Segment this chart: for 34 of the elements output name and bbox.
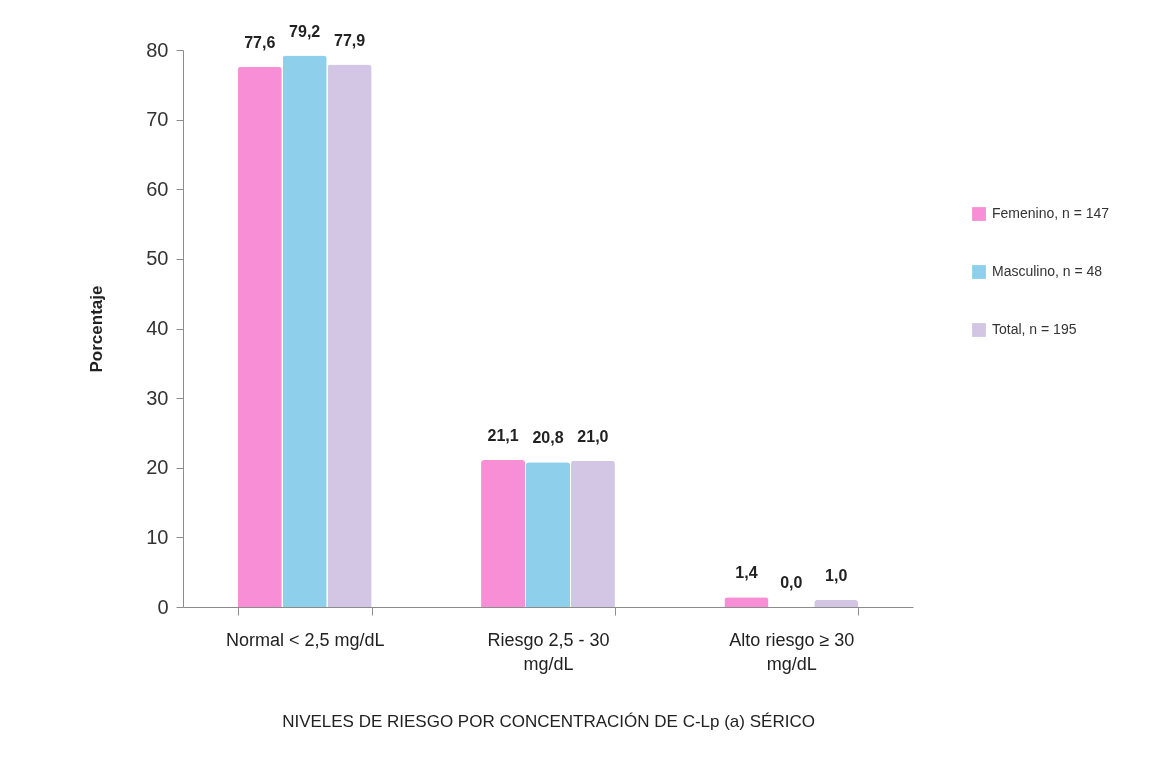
y-tick-label: 10 — [146, 525, 169, 548]
data-label: 77,9 — [334, 31, 366, 49]
data-label: 0,0 — [780, 574, 803, 591]
bar — [327, 64, 372, 607]
y-tick-label: 40 — [146, 317, 169, 339]
data-label: 21,1 — [487, 427, 519, 445]
y-tick-label: 30 — [146, 386, 169, 409]
y-tick-label: 80 — [146, 38, 169, 61]
x-tick-label: Riesgo 2,5 - 30 mg/dL — [487, 629, 610, 674]
data-label: 79,2 — [289, 22, 321, 40]
data-label: 1,4 — [735, 564, 758, 582]
y-tick-label: 60 — [146, 177, 169, 200]
y-tick-label: 70 — [146, 108, 169, 131]
bar — [525, 462, 571, 607]
x-axis-title: NIVELES DE RIESGO POR CONCENTRACIÓN DE C-Lp (a) SÉRICO — [282, 711, 815, 731]
y-tick-label: 0 — [157, 595, 169, 618]
x-tick-label: Normal < 2,5 mg/dL — [225, 629, 385, 650]
data-label: 21,0 — [577, 427, 609, 445]
data-label: 77,6 — [244, 33, 276, 51]
x-tick-label: Alto riesgo ≥ 30 mg/dL — [729, 629, 855, 674]
y-tick-label: 50 — [146, 247, 169, 270]
data-label: 20,8 — [532, 429, 564, 447]
bar — [282, 55, 327, 607]
legend-label: Total, n = 195 — [992, 321, 1077, 337]
bar — [237, 66, 282, 607]
data-label: 1,0 — [825, 567, 848, 585]
bar — [481, 460, 526, 607]
bar — [570, 460, 615, 607]
y-axis-title: Porcentaje — [87, 285, 107, 373]
bar — [814, 600, 859, 607]
bar — [724, 597, 769, 607]
y-tick-label: 20 — [146, 456, 169, 479]
legend-label: Masculino, n = 48 — [992, 263, 1103, 279]
legend-label: Femenino, n = 147 — [992, 205, 1110, 221]
